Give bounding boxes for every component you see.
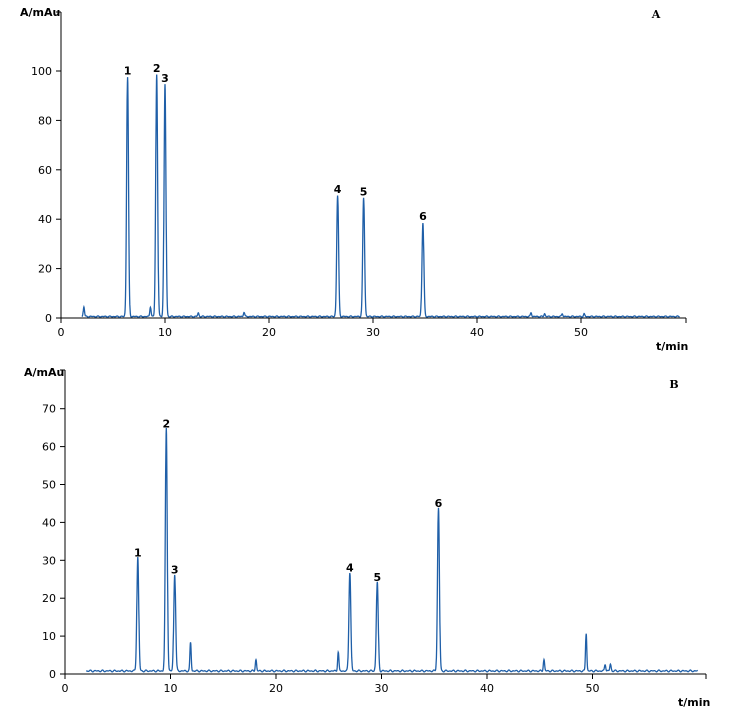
x-tick-label-a: 40	[470, 326, 484, 339]
y-tick-label-b: 40	[42, 516, 56, 529]
chromatogram-panel-a: A/mAu t/min A 0 20 40 60 80 100 0 10 20 30 40 50 1 23…	[20, 6, 688, 353]
peak-label-a-6: 6	[419, 210, 427, 223]
chromatogram-panel-b: A/mAu t/min B 0 10 20 30 40 50 60 70 0 10 20 30 40 50…	[24, 366, 710, 709]
y-tick-label-b: 10	[42, 630, 56, 643]
peak-label-b-1: 1	[134, 546, 142, 559]
peak-label-b-2: 2	[162, 417, 170, 430]
x-tick-label-b: 20	[269, 682, 283, 695]
x-tick-label-a: 50	[574, 326, 588, 339]
panel-label-a: A	[651, 8, 661, 21]
x-tick-label-a: 20	[262, 326, 276, 339]
peak-label-a-5: 5	[360, 185, 368, 198]
x-tick-label-b: 0	[62, 682, 69, 695]
y-tick-label-a: 60	[38, 164, 52, 177]
peak-label-a-1: 1	[124, 64, 132, 77]
y-tick-label-b: 60	[42, 441, 56, 454]
x-tick-label-b: 50	[586, 682, 600, 695]
y-tick-label-a: 20	[38, 263, 52, 276]
x-tick-label-a: 30	[366, 326, 380, 339]
y-tick-label-a: 80	[38, 114, 52, 127]
peak-label-a-4: 4	[334, 183, 342, 196]
peak-label-b-4: 4	[346, 561, 354, 574]
peak-label-b-5: 5	[373, 571, 381, 584]
y-tick-label-b: 0	[49, 668, 56, 681]
x-axis-title-b: t/min	[678, 696, 710, 709]
peak-label-a-2: 2	[153, 62, 161, 75]
y-axis-title-a: A/mAu	[20, 6, 60, 19]
x-axis-title-a: t/min	[656, 340, 688, 353]
panel-label-b: B	[669, 378, 678, 391]
y-tick-label-b: 50	[42, 479, 56, 492]
x-tick-label-a: 10	[158, 326, 172, 339]
y-tick-label-a: 0	[45, 312, 52, 325]
peak-label-b-6: 6	[435, 497, 443, 510]
y-tick-label-a: 40	[38, 213, 52, 226]
peak-label-b-3: 3	[171, 563, 179, 576]
y-tick-label-b: 70	[42, 403, 56, 416]
x-tick-label-b: 10	[164, 682, 178, 695]
y-tick-label-a: 100	[31, 65, 52, 78]
y-tick-label-b: 30	[42, 554, 56, 567]
chromatogram-trace-a	[81, 74, 680, 318]
y-axis-title-b: A/mAu	[24, 366, 64, 379]
peak-label-a-3: 3	[161, 72, 169, 85]
x-tick-label-b: 40	[480, 682, 494, 695]
x-tick-label-b: 30	[375, 682, 389, 695]
chromatogram-trace-b	[86, 427, 698, 673]
y-tick-label-b: 20	[42, 592, 56, 605]
x-tick-label-a: 0	[58, 326, 65, 339]
